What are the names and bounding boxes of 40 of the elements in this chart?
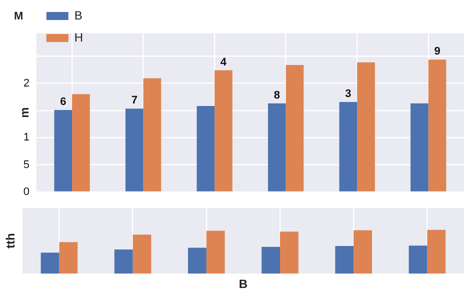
x-axis-title: B	[238, 277, 248, 292]
bar	[143, 78, 162, 192]
y-axis-title: m	[18, 107, 32, 118]
bar	[357, 62, 375, 192]
bar	[132, 234, 152, 274]
bar	[408, 246, 428, 274]
annotation: 8	[274, 89, 280, 102]
text: 9	[434, 46, 440, 58]
bar	[335, 246, 354, 274]
bar	[188, 248, 206, 274]
annotation: 7	[131, 94, 138, 107]
bar	[280, 232, 298, 274]
text: 2	[23, 77, 30, 90]
bar	[72, 94, 90, 192]
bar	[268, 103, 286, 192]
bar	[428, 60, 446, 192]
bar	[206, 230, 225, 274]
legend-label: B	[74, 8, 82, 22]
annotation: 6	[60, 96, 66, 108]
y-axis-title: tth	[4, 233, 18, 248]
bar	[286, 64, 304, 192]
bar	[354, 230, 372, 274]
legend-label: H	[74, 30, 84, 44]
annotation: 3	[345, 88, 352, 100]
bar	[54, 110, 72, 192]
bar	[214, 70, 232, 192]
text: 5	[23, 158, 30, 171]
bar	[339, 102, 358, 192]
bar	[125, 108, 144, 192]
bar	[196, 106, 215, 192]
bar	[114, 250, 133, 274]
bar	[40, 252, 60, 274]
text: 0	[23, 186, 30, 198]
bar	[410, 103, 428, 192]
chart-title: M	[14, 10, 24, 23]
text: 1	[23, 132, 30, 144]
bar	[427, 230, 446, 274]
bar	[59, 242, 78, 274]
annotation: 4	[220, 56, 228, 68]
bar	[262, 246, 280, 274]
